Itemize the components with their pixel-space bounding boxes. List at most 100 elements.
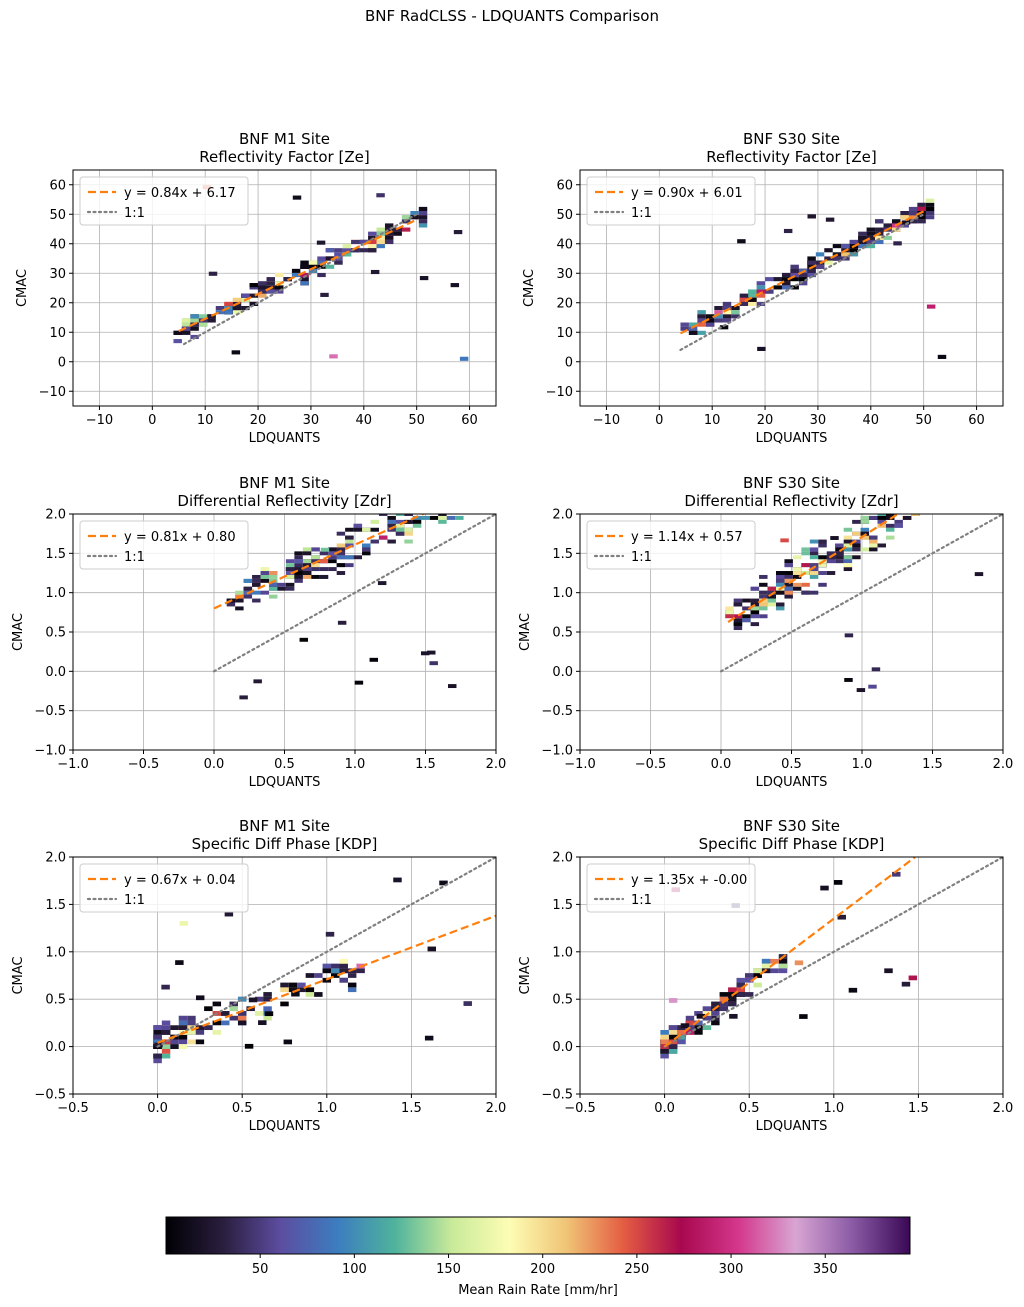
panel-title: Specific Diff Phase [KDP] (192, 835, 378, 853)
heatmap-cell (175, 960, 184, 965)
heatmap-cell (843, 539, 853, 544)
heatmap-cell (742, 614, 751, 619)
heatmap-cell (377, 581, 387, 586)
y-axis-label: CMAC (518, 956, 533, 994)
heatmap-cell (232, 297, 242, 302)
heatmap-cell (337, 620, 347, 625)
heatmap-cell (336, 547, 346, 552)
heatmap-cell (291, 268, 301, 273)
heatmap-cell (404, 500, 412, 504)
heatmap-cell (302, 559, 312, 564)
heatmap-cell (705, 314, 715, 319)
heatmap-cell (331, 968, 340, 974)
heatmap-cell (376, 193, 385, 198)
heatmap-cell (697, 330, 706, 335)
heatmap-cell (711, 1020, 720, 1026)
heatmap-cell (370, 269, 380, 275)
heatmap-cell (239, 695, 248, 700)
heatmap-cell (770, 958, 779, 964)
heatmap-cell (455, 515, 464, 520)
heatmap-cell (901, 220, 911, 225)
legend-fit-label: y = 0.84x + 6.17 (124, 186, 236, 201)
heatmap-cell (920, 504, 928, 508)
heatmap-cell (300, 277, 309, 282)
heatmap-cell (299, 637, 309, 642)
heatmap-cell (928, 481, 936, 485)
y-tick-label: 50 (556, 208, 573, 223)
heatmap-cell (917, 215, 926, 220)
heatmap-cell (384, 235, 394, 240)
heatmap-cell (419, 276, 429, 281)
heatmap-cell (221, 1011, 230, 1016)
heatmap-cell (260, 590, 269, 595)
heatmap-cell (830, 536, 839, 540)
heatmap-cell (368, 231, 377, 236)
heatmap-cell (178, 1025, 188, 1031)
heatmap-cell (412, 523, 422, 528)
heatmap-cell (226, 602, 236, 607)
heatmap-cell (464, 504, 472, 508)
heatmap-cell (744, 992, 754, 997)
heatmap-cell (733, 614, 743, 619)
heatmap-cell (438, 488, 446, 492)
x-tick-label: 30 (810, 413, 827, 428)
heatmap-cell (336, 571, 346, 575)
heatmap-cell (356, 968, 365, 974)
heatmap-cell (418, 223, 428, 228)
heatmap-cell (413, 508, 421, 512)
heatmap-cell (170, 1025, 179, 1031)
heatmap-cell (668, 1030, 678, 1035)
heatmap-cell (266, 277, 275, 282)
heatmap-cell (911, 500, 919, 504)
heatmap-cell (920, 504, 928, 508)
heatmap-cell (818, 563, 827, 568)
legend-box (79, 176, 249, 226)
heatmap-cell (438, 504, 446, 508)
heatmap-cell (733, 626, 743, 631)
heatmap-cell (866, 227, 876, 232)
y-tick-label: 20 (49, 296, 66, 311)
x-tick-label: 0.0 (204, 757, 225, 772)
heatmap-cell (260, 567, 269, 572)
heatmap-cell (736, 992, 745, 997)
heatmap-cell (384, 239, 394, 245)
heatmap-cell (300, 264, 309, 269)
heatmap-cell (339, 968, 348, 974)
heatmap-cell (421, 651, 430, 656)
heatmap-cell (903, 504, 911, 508)
heatmap-cell (429, 661, 438, 666)
x-tick-label: 0 (148, 413, 156, 428)
heatmap-cell (212, 1001, 222, 1007)
heatmap-cell (421, 496, 429, 500)
heatmap-cell (792, 571, 802, 575)
heatmap-cell (680, 1023, 690, 1029)
heatmap-cell (742, 618, 751, 623)
heatmap-cell (685, 1020, 695, 1026)
y-tick-label: −0.5 (34, 704, 66, 719)
heatmap-cell (849, 248, 859, 253)
heatmap-cell (860, 535, 870, 540)
heatmap-cell (369, 657, 379, 662)
heatmap-cell (680, 326, 689, 331)
heatmap-cell (345, 543, 354, 548)
heatmap-cell (387, 515, 396, 520)
heatmap-cell (903, 504, 911, 508)
heatmap-cell (336, 531, 346, 536)
heatmap-cell (368, 239, 377, 245)
heatmap-cell (866, 239, 876, 245)
heatmap-cell (767, 586, 776, 591)
heatmap-cell (187, 1020, 196, 1026)
heatmap-cell (241, 305, 250, 311)
heatmap-cell (722, 314, 732, 319)
y-tick-label: 0.0 (45, 1040, 66, 1055)
legend-box (586, 176, 756, 226)
heatmap-cell (285, 571, 295, 575)
heatmap-cell (294, 571, 303, 575)
heatmap-cell (325, 256, 335, 261)
heatmap-cell (719, 1006, 729, 1012)
heatmap-cell (308, 264, 318, 269)
heatmap-cell (294, 559, 303, 564)
legend-fit-label: y = 1.14x + 0.57 (631, 530, 743, 545)
heatmap-cell (297, 982, 306, 988)
heatmap-cell (869, 547, 878, 552)
